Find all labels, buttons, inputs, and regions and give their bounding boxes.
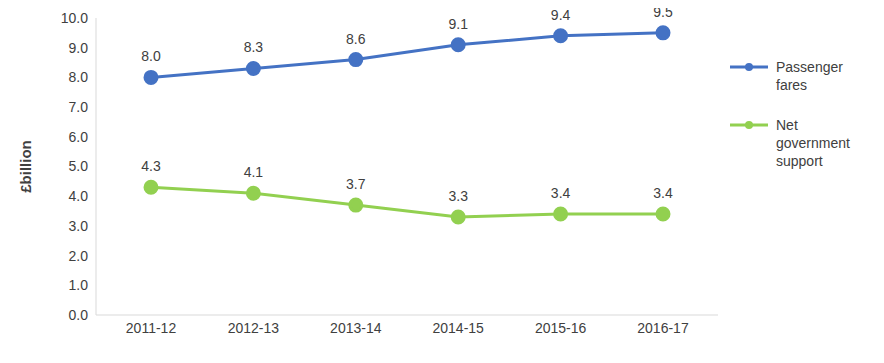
svg-text:9.1: 9.1 [448,16,468,32]
svg-text:9.0: 9.0 [69,40,89,56]
svg-text:£billion: £billion [17,140,34,193]
svg-text:1.0: 1.0 [69,277,89,293]
svg-text:4.1: 4.1 [244,164,264,180]
svg-text:2013-14: 2013-14 [330,320,382,336]
svg-text:6.0: 6.0 [69,129,89,145]
svg-text:8.0: 8.0 [141,48,161,64]
svg-text:7.0: 7.0 [69,99,89,115]
svg-text:2.0: 2.0 [69,248,89,264]
html-text:Passenger fares: Passenger fares [776,59,843,93]
svg-text:8.0: 8.0 [69,69,89,85]
svg-text:8.3: 8.3 [244,39,264,55]
svg-text:2016-17: 2016-17 [637,320,689,336]
svg-text:8.6: 8.6 [346,31,366,47]
svg-text:5.0: 5.0 [69,158,89,174]
svg-text:9.5: 9.5 [653,8,673,20]
svg-text:10.0: 10.0 [61,10,88,26]
svg-text:4.0: 4.0 [69,188,89,204]
html-text:Net government support: Net government support [776,117,850,169]
svg-text:3.0: 3.0 [69,218,89,234]
svg-text:4.3: 4.3 [141,158,161,174]
svg-text:2011-12: 2011-12 [126,320,177,336]
svg-text:2014-15: 2014-15 [433,320,485,336]
svg-text:0.0: 0.0 [69,307,89,323]
svg-text:9.4: 9.4 [551,8,571,23]
svg-text:3.7: 3.7 [346,176,366,192]
svg-text:3.3: 3.3 [448,188,468,204]
svg-text:3.4: 3.4 [551,185,571,201]
svg-text:3.4: 3.4 [653,185,673,201]
svg-text:2012-13: 2012-13 [228,320,280,336]
svg-text:2015-16: 2015-16 [535,320,587,336]
